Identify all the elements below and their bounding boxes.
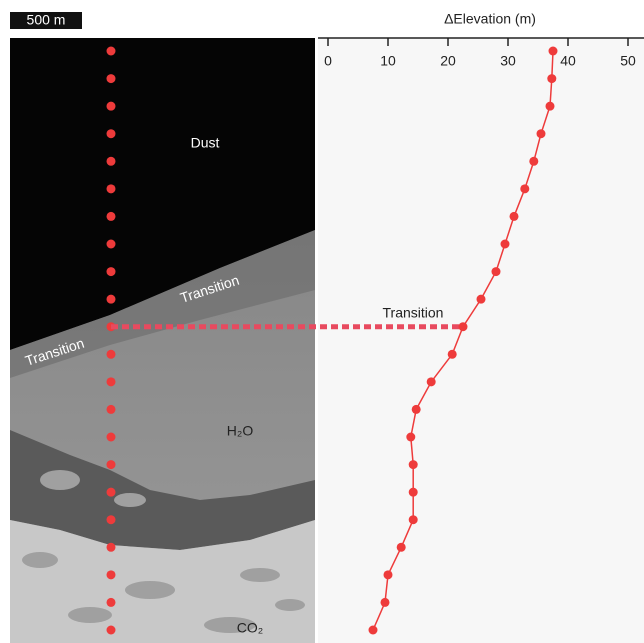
data-point bbox=[397, 543, 406, 552]
data-point bbox=[427, 377, 436, 386]
data-point bbox=[409, 460, 418, 469]
data-point bbox=[459, 322, 468, 331]
profile-dot bbox=[107, 47, 116, 56]
data-point bbox=[537, 129, 546, 138]
label-water: H₂O bbox=[227, 423, 254, 439]
data-point bbox=[501, 240, 510, 249]
profile-dot bbox=[107, 102, 116, 111]
x-tick-label: 40 bbox=[560, 53, 576, 69]
x-tick-label: 50 bbox=[620, 53, 636, 69]
x-tick-label: 10 bbox=[380, 53, 396, 69]
profile-dot bbox=[107, 405, 116, 414]
x-axis-label: ΔElevation (m) bbox=[444, 11, 536, 27]
data-point bbox=[477, 295, 486, 304]
profile-dot bbox=[107, 515, 116, 524]
profile-dot bbox=[107, 570, 116, 579]
chart-background bbox=[318, 38, 644, 643]
data-point bbox=[546, 102, 555, 111]
profile-dot bbox=[107, 295, 116, 304]
x-tick-label: 30 bbox=[500, 53, 516, 69]
profile-dot bbox=[107, 350, 116, 359]
data-point bbox=[547, 74, 556, 83]
scale-bar-label: 500 m bbox=[27, 12, 66, 28]
figure: 500 m Dust Transition Transition H₂O CO₂… bbox=[0, 0, 644, 643]
image-panel bbox=[10, 38, 315, 643]
profile-dot bbox=[107, 377, 116, 386]
profile-dot bbox=[107, 212, 116, 221]
profile-dot bbox=[107, 129, 116, 138]
data-point bbox=[384, 570, 393, 579]
data-point bbox=[510, 212, 519, 221]
profile-dot bbox=[107, 74, 116, 83]
profile-dot bbox=[107, 184, 116, 193]
data-point bbox=[529, 157, 538, 166]
profile-dot bbox=[107, 488, 116, 497]
label-co2: CO₂ bbox=[237, 620, 263, 636]
annotation: Transition bbox=[383, 305, 444, 321]
data-point bbox=[492, 267, 501, 276]
label-dust: Dust bbox=[191, 135, 220, 151]
profile-dot bbox=[107, 157, 116, 166]
x-tick-label: 0 bbox=[324, 53, 332, 69]
x-tick-label: 20 bbox=[440, 53, 456, 69]
profile-dot bbox=[107, 267, 116, 276]
data-point bbox=[520, 184, 529, 193]
data-point bbox=[412, 405, 421, 414]
data-point bbox=[406, 433, 415, 442]
profile-dot bbox=[107, 626, 116, 635]
data-point bbox=[409, 488, 418, 497]
data-point bbox=[448, 350, 457, 359]
profile-dot bbox=[107, 433, 116, 442]
profile-dot bbox=[107, 598, 116, 607]
data-point bbox=[409, 515, 418, 524]
profile-dot bbox=[107, 460, 116, 469]
profile-dot bbox=[107, 240, 116, 249]
profile-dot bbox=[107, 543, 116, 552]
data-point bbox=[549, 47, 558, 56]
data-point bbox=[381, 598, 390, 607]
data-point bbox=[369, 626, 378, 635]
